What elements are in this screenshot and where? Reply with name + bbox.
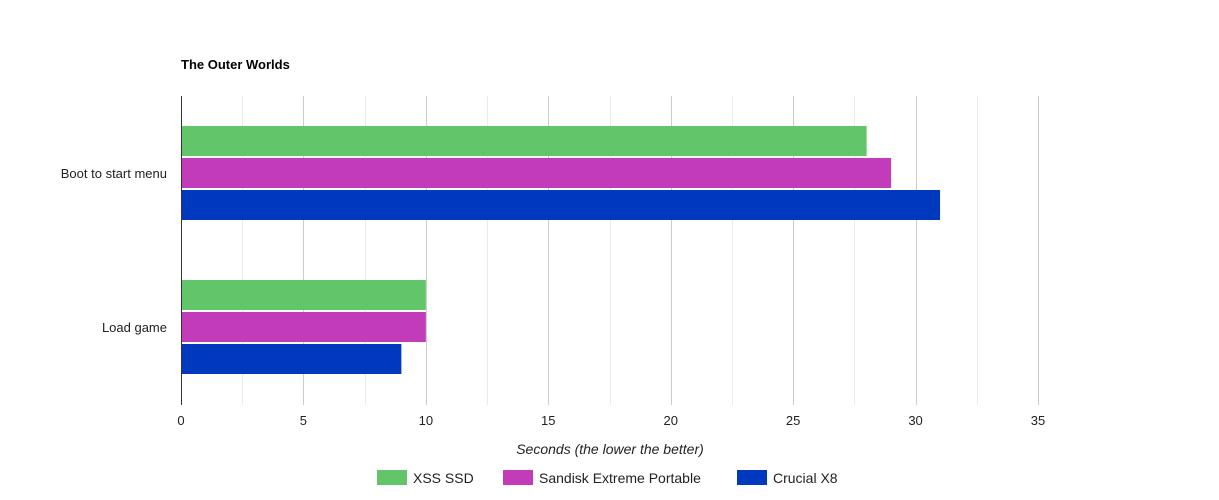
x-tick-label: 0 <box>177 413 184 428</box>
x-tick-label: 35 <box>1031 413 1045 428</box>
bar[interactable] <box>181 344 402 374</box>
x-tick-label: 10 <box>419 413 433 428</box>
legend-swatch <box>737 470 767 485</box>
category-labels: Boot to start menu Load game <box>61 166 167 335</box>
bar[interactable] <box>181 158 892 188</box>
bars <box>181 126 941 374</box>
legend-label: Sandisk Extreme Portable <box>539 470 701 486</box>
legend-label: XSS SSD <box>413 470 474 486</box>
category-label: Load game <box>102 320 167 335</box>
x-axis-title: Seconds (the lower the better) <box>516 441 704 457</box>
legend-swatch <box>377 470 407 485</box>
legend: XSS SSD Sandisk Extreme Portable Crucial X… <box>377 470 838 486</box>
bar[interactable] <box>181 126 867 156</box>
category-label: Boot to start menu <box>61 166 167 181</box>
bar[interactable] <box>181 190 941 220</box>
x-tick-label: 5 <box>300 413 307 428</box>
x-tick-label: 25 <box>786 413 800 428</box>
x-axis-ticks: 0 5 10 15 20 25 30 35 <box>177 413 1045 428</box>
bar[interactable] <box>181 312 426 342</box>
legend-swatch <box>503 470 533 485</box>
chart-title: The Outer Worlds <box>181 57 290 72</box>
x-tick-label: 20 <box>663 413 677 428</box>
x-tick-label: 30 <box>908 413 922 428</box>
bar[interactable] <box>181 280 426 310</box>
legend-label: Crucial X8 <box>773 470 838 486</box>
x-tick-label: 15 <box>541 413 555 428</box>
